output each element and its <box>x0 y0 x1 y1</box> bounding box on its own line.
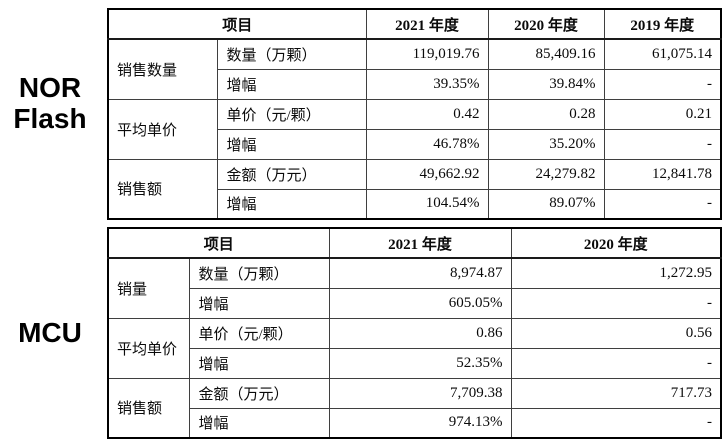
table-row: 平均单价 单价（元/颗） 0.42 0.28 0.21 <box>107 98 722 160</box>
value-cell: 717.73 <box>510 377 722 409</box>
row-metric-cell: 单价（元/颗） <box>188 317 330 349</box>
value-cell: 46.78% <box>365 128 489 160</box>
table-header-row: 项目 2021 年度 2020 年度 <box>107 227 722 259</box>
value-cell: 52.35% <box>328 347 512 379</box>
row-metric-cell: 增幅 <box>216 128 367 160</box>
table-row: 销售额 金额（万元） 49,662.92 24,279.82 12,841.78 <box>107 158 722 220</box>
value-cell: 0.86 <box>328 317 512 349</box>
value-cell: - <box>603 128 722 160</box>
row-metric-cell: 数量（万颗） <box>188 257 330 289</box>
value-cell: 1,272.95 <box>510 257 722 289</box>
value-cell: 85,409.16 <box>487 38 605 70</box>
mcu-label: MCU <box>0 317 100 348</box>
row-metric-cell: 增幅 <box>188 287 330 319</box>
table-row: 销售额 金额（万元） 7,709.38 717.73 <box>107 377 722 439</box>
table-row: 增幅 605.05% - <box>108 287 722 319</box>
row-metric-cell: 单价（元/颗） <box>216 98 367 130</box>
nor-flash-label-line2: Flash <box>13 103 87 134</box>
table-row: 平均单价 单价（元/颗） 0.86 0.56 <box>107 317 722 379</box>
column-header-2021: 2021 年度 <box>365 8 489 40</box>
table-row: 增幅 104.54% 89.07% - <box>108 188 722 220</box>
column-header-item: 项目 <box>107 8 367 40</box>
column-header-2021: 2021 年度 <box>328 227 512 259</box>
value-cell: - <box>603 68 722 100</box>
row-group-cell: 销量 <box>107 257 190 319</box>
value-cell: 24,279.82 <box>487 158 605 190</box>
column-header-item: 项目 <box>107 227 330 259</box>
row-group-cell: 销售额 <box>107 377 190 439</box>
table-row: 增幅 52.35% - <box>108 347 722 379</box>
row-group-cell: 平均单价 <box>107 98 218 160</box>
table-row: 销量 数量（万颗） 8,974.87 1,272.95 <box>107 257 722 319</box>
row-group-cell: 平均单价 <box>107 317 190 379</box>
row-metric-cell: 金额（万元） <box>188 377 330 409</box>
table-row: 增幅 974.13% - <box>108 407 722 439</box>
row-metric-cell: 数量（万颗） <box>216 38 367 70</box>
row-metric-cell: 增幅 <box>216 188 367 220</box>
value-cell: 104.54% <box>365 188 489 220</box>
table-row: 增幅 46.78% 35.20% - <box>108 128 722 160</box>
nor-flash-label-line1: NOR <box>18 72 82 103</box>
value-cell: - <box>603 188 722 220</box>
value-cell: - <box>510 347 722 379</box>
row-group-cell: 销售额 <box>107 158 218 220</box>
table-row: 销售数量 数量（万颗） 119,019.76 85,409.16 61,075.… <box>107 38 722 100</box>
nor-flash-label: NOR Flash <box>0 72 100 134</box>
value-cell: 12,841.78 <box>603 158 722 190</box>
value-cell: 974.13% <box>328 407 512 439</box>
value-cell: 49,662.92 <box>365 158 489 190</box>
value-cell: 119,019.76 <box>365 38 489 70</box>
value-cell: 39.35% <box>365 68 489 100</box>
row-group-cell: 销售数量 <box>107 38 218 100</box>
value-cell: 61,075.14 <box>603 38 722 70</box>
value-cell: - <box>510 407 722 439</box>
value-cell: - <box>510 287 722 319</box>
value-cell: 0.56 <box>510 317 722 349</box>
value-cell: 7,709.38 <box>328 377 512 409</box>
value-cell: 8,974.87 <box>328 257 512 289</box>
value-cell: 89.07% <box>487 188 605 220</box>
row-metric-cell: 增幅 <box>188 407 330 439</box>
mcu-sales-table: 项目 2021 年度 2020 年度 销量 数量（万颗） 8,974.87 1,… <box>107 227 723 439</box>
column-header-2019: 2019 年度 <box>603 8 722 40</box>
value-cell: 0.42 <box>365 98 489 130</box>
row-metric-cell: 金额（万元） <box>216 158 367 190</box>
value-cell: 35.20% <box>487 128 605 160</box>
value-cell: 39.84% <box>487 68 605 100</box>
nor-flash-sales-table: 项目 2021 年度 2020 年度 2019 年度 销售数量 数量（万颗） 1… <box>107 8 723 220</box>
value-cell: 0.21 <box>603 98 722 130</box>
row-metric-cell: 增幅 <box>216 68 367 100</box>
value-cell: 605.05% <box>328 287 512 319</box>
table-row: 增幅 39.35% 39.84% - <box>108 68 722 100</box>
value-cell: 0.28 <box>487 98 605 130</box>
row-metric-cell: 增幅 <box>188 347 330 379</box>
mcu-label-text: MCU <box>18 317 82 348</box>
column-header-2020: 2020 年度 <box>487 8 605 40</box>
column-header-2020: 2020 年度 <box>510 227 722 259</box>
table-header-row: 项目 2021 年度 2020 年度 2019 年度 <box>107 8 722 40</box>
